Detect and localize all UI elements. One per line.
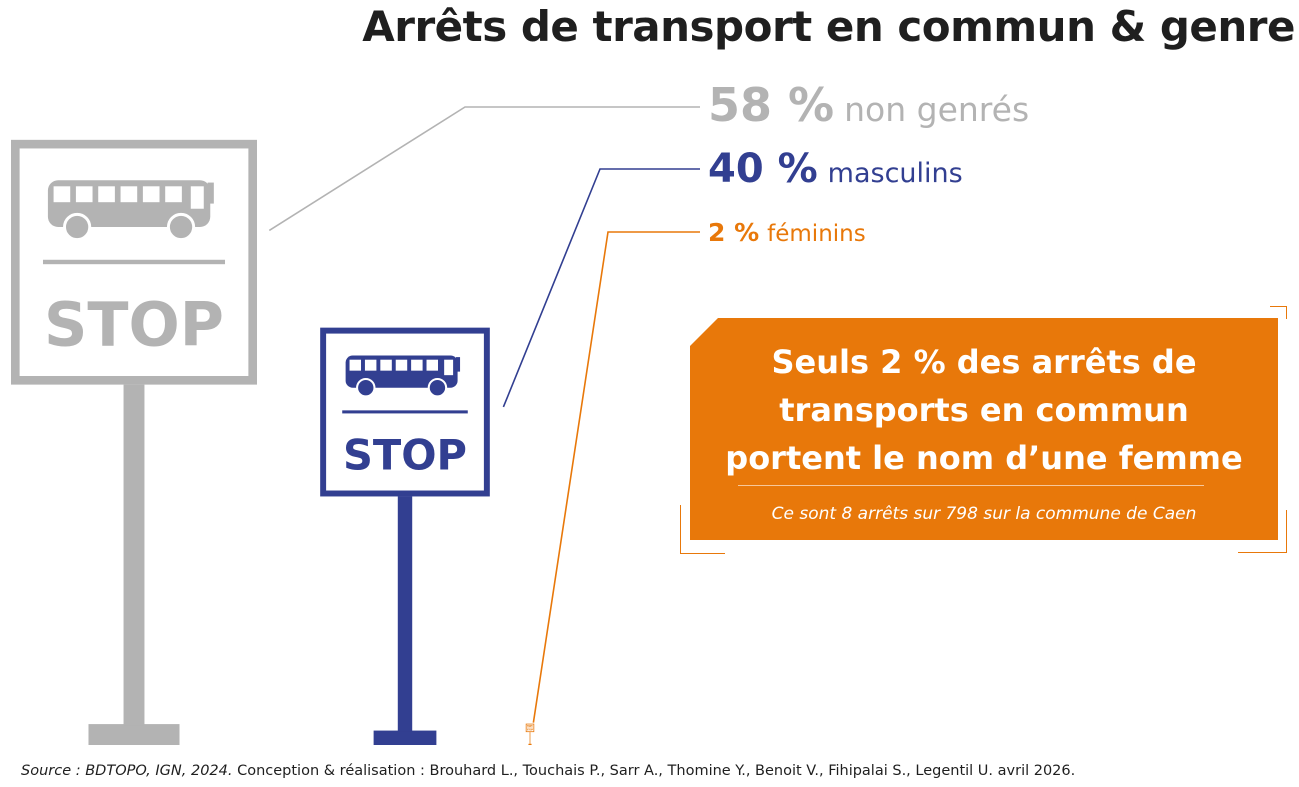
bus-window [98, 186, 115, 203]
highlight-callout: Seuls 2 % des arrêts de transports en co… [690, 318, 1278, 540]
bus-icon [47, 180, 214, 242]
bus-icon [527, 725, 533, 728]
sign-divider-masculins [342, 410, 468, 414]
stop-sign-masculins: STOP [320, 168, 700, 745]
stop-sign-feminins: STOP [525, 231, 700, 745]
stat-masculins-label: masculins [827, 158, 963, 189]
sign-base-masculins [373, 730, 437, 745]
bus-window [380, 359, 392, 371]
bus-mirror [207, 182, 214, 204]
callout-corner-mark [1238, 510, 1287, 553]
bus-window [349, 359, 362, 371]
callout-corner-mark [680, 505, 725, 554]
bus-window [531, 725, 532, 726]
bus-wheel [63, 212, 92, 242]
bus-window [426, 359, 438, 371]
sign-post-feminins [529, 732, 531, 745]
leader-line-masculins [502, 168, 700, 408]
sign-post-non-genres [123, 384, 145, 726]
callout-divider [738, 485, 1204, 486]
bus-window [165, 186, 182, 203]
bus-window [530, 725, 531, 726]
bus-wheel [427, 378, 448, 398]
bus-windshield [444, 359, 454, 376]
stat-masculins-value: 40 % [708, 146, 818, 192]
source-credit: Source : BDTOPO, IGN, 2024. Conception &… [21, 763, 1075, 779]
sign-divider-non-genres [42, 259, 226, 265]
bus-window [364, 359, 377, 371]
stat-non-genres: 58 % non genrés [708, 78, 1029, 132]
stat-masculins: 40 % masculins [708, 146, 963, 192]
stat-feminins-label: féminins [767, 221, 866, 247]
bus-wheel [356, 378, 376, 398]
stat-feminins: 2 % féminins [708, 218, 866, 247]
callout-corner-mark [1270, 306, 1287, 319]
source-citation: Source : BDTOPO, IGN, 2024. [21, 763, 233, 779]
leader-line-feminins [532, 231, 700, 723]
stat-non-genres-value: 58 % [708, 78, 835, 132]
bus-window [411, 359, 423, 371]
callout-line: portent le nom d’une femme [725, 439, 1243, 477]
bus-icon [345, 355, 461, 398]
bus-mirror [455, 357, 461, 372]
callout-note: Ce sont 8 arrêts sur 798 sur la commune … [771, 504, 1197, 524]
source-authors: Conception & réalisation : Brouhard L., … [232, 763, 1076, 779]
bus-window [120, 186, 138, 203]
bus-window [395, 359, 408, 371]
bus-wheel [166, 212, 196, 242]
sign-text-non-genres: STOP [44, 290, 224, 360]
bus-window [142, 186, 160, 203]
sign-base-non-genres [88, 724, 180, 745]
sign-text-feminins: STOP [527, 730, 534, 732]
bus-wheel [530, 725, 533, 728]
bus-window [527, 725, 528, 726]
sign-divider-feminins [526, 727, 534, 729]
bus-window [527, 725, 529, 726]
callout-headline: Seuls 2 % des arrêts de transports en co… [690, 338, 1278, 482]
bus-window [529, 725, 531, 726]
leader-line-non-genres [268, 106, 700, 232]
callout-line: Seuls 2 % des arrêts de [771, 343, 1197, 381]
bus-window [528, 725, 530, 726]
sign-post-masculins [397, 496, 413, 732]
stat-feminins-value: 2 % [708, 218, 760, 247]
chart-title: Arrêts de transport en commun & genre [362, 2, 1295, 51]
bus-windshield [190, 186, 204, 209]
sign-text-masculins: STOP [343, 430, 467, 479]
callout-line: transports en commun [779, 391, 1189, 429]
bus-wheel [527, 725, 529, 728]
stop-sign-non-genres: STOP [11, 106, 700, 745]
bus-window [53, 186, 71, 203]
bus-window [75, 186, 93, 203]
stat-non-genres-label: non genrés [844, 90, 1030, 129]
